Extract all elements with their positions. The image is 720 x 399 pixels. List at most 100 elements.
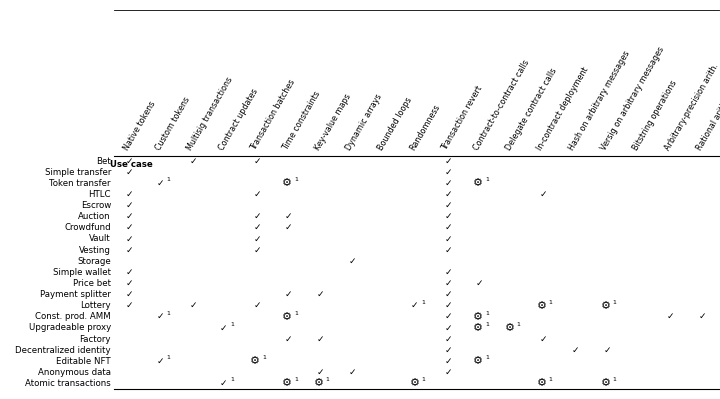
Text: ✓: ✓ [444, 212, 451, 221]
Text: ✓: ✓ [444, 268, 451, 277]
Text: 1: 1 [421, 377, 425, 382]
Text: Simple wallet: Simple wallet [53, 268, 111, 277]
Text: ⚙: ⚙ [537, 301, 547, 311]
Text: ✓: ✓ [444, 201, 451, 210]
Text: 1: 1 [421, 300, 425, 304]
Text: ✓: ✓ [126, 301, 133, 310]
Text: Crowdfund: Crowdfund [64, 223, 111, 232]
Text: ✓: ✓ [603, 346, 611, 355]
Text: 1: 1 [325, 377, 330, 382]
Text: 1: 1 [485, 355, 489, 360]
Text: Factory: Factory [79, 334, 111, 344]
Text: ✓: ✓ [444, 334, 451, 344]
Text: ✓: ✓ [444, 368, 451, 377]
Text: Vesting: Vesting [79, 246, 111, 255]
Text: ✓: ✓ [285, 212, 292, 221]
Text: Arbitrary-precision arith.: Arbitrary-precision arith. [663, 62, 720, 152]
Text: ✓: ✓ [253, 301, 261, 310]
Text: ⚙: ⚙ [410, 379, 420, 389]
Text: ✓: ✓ [348, 368, 356, 377]
Text: 1: 1 [166, 355, 171, 360]
Text: ✓: ✓ [411, 301, 418, 310]
Text: Escrow: Escrow [81, 201, 111, 210]
Text: ✓: ✓ [126, 168, 133, 177]
Text: ✓: ✓ [220, 379, 228, 388]
Text: ✓: ✓ [253, 157, 261, 166]
Text: ✓: ✓ [126, 190, 133, 199]
Text: ✓: ✓ [540, 334, 547, 344]
Text: ⚙: ⚙ [473, 356, 483, 366]
Text: ⚙: ⚙ [473, 178, 483, 188]
Text: 1: 1 [166, 311, 171, 316]
Text: ✓: ✓ [189, 301, 197, 310]
Text: Auction: Auction [78, 212, 111, 221]
Text: ✓: ✓ [253, 246, 261, 255]
Text: ✓: ✓ [540, 190, 547, 199]
Text: ✓: ✓ [667, 312, 675, 321]
Text: 1: 1 [485, 322, 489, 327]
Text: ✓: ✓ [444, 324, 451, 332]
Text: ✓: ✓ [285, 223, 292, 232]
Text: Transaction revert: Transaction revert [440, 85, 485, 152]
Text: ✓: ✓ [253, 223, 261, 232]
Text: Transaction batches: Transaction batches [249, 78, 297, 152]
Text: 1: 1 [262, 355, 266, 360]
Text: ✓: ✓ [444, 357, 451, 366]
Text: 1: 1 [485, 311, 489, 316]
Text: Contract-to-contract calls: Contract-to-contract calls [472, 59, 531, 152]
Text: ✓: ✓ [317, 290, 325, 299]
Text: Simple transfer: Simple transfer [45, 168, 111, 177]
Text: 1: 1 [485, 177, 489, 182]
Text: Delegate contract calls: Delegate contract calls [504, 67, 558, 152]
Text: 1: 1 [294, 311, 298, 316]
Text: ⚙: ⚙ [600, 379, 611, 389]
Text: ✓: ✓ [444, 246, 451, 255]
Text: ✓: ✓ [317, 368, 325, 377]
Text: ✓: ✓ [253, 212, 261, 221]
Text: Vault: Vault [89, 235, 111, 243]
Text: ✓: ✓ [444, 346, 451, 355]
Text: Token transfer: Token transfer [50, 179, 111, 188]
Text: ✓: ✓ [156, 312, 163, 321]
Text: ✓: ✓ [444, 301, 451, 310]
Text: Dynamic arrays: Dynamic arrays [345, 93, 384, 152]
Text: Contract updates: Contract updates [217, 87, 260, 152]
Text: Bet: Bet [96, 157, 111, 166]
Text: Upgradeable proxy: Upgradeable proxy [29, 324, 111, 332]
Text: Rational arith.: Rational arith. [695, 99, 720, 152]
Text: ⚙: ⚙ [251, 356, 261, 366]
Text: ✓: ✓ [126, 246, 133, 255]
Text: ✓: ✓ [317, 334, 325, 344]
Text: Key-value maps: Key-value maps [313, 93, 353, 152]
Text: ✓: ✓ [126, 157, 133, 166]
Text: 1: 1 [294, 377, 298, 382]
Text: 1: 1 [612, 377, 616, 382]
Text: ✓: ✓ [444, 279, 451, 288]
Text: Const. prod. AMM: Const. prod. AMM [35, 312, 111, 321]
Text: 1: 1 [294, 177, 298, 182]
Text: ✓: ✓ [699, 312, 706, 321]
Text: 1: 1 [517, 322, 521, 327]
Text: 1: 1 [612, 300, 616, 304]
Text: ✓: ✓ [126, 279, 133, 288]
Text: ✓: ✓ [126, 268, 133, 277]
Text: 1: 1 [549, 300, 552, 304]
Text: Atomic transactions: Atomic transactions [25, 379, 111, 388]
Text: In-contract deployment: In-contract deployment [536, 66, 591, 152]
Text: Use case: Use case [110, 160, 153, 170]
Text: Bitstring operations: Bitstring operations [631, 79, 679, 152]
Text: Randomness: Randomness [408, 103, 442, 152]
Text: ✓: ✓ [285, 290, 292, 299]
Text: ✓: ✓ [126, 290, 133, 299]
Text: ⚙: ⚙ [282, 379, 292, 389]
Text: ⚙: ⚙ [600, 301, 611, 311]
Text: ✓: ✓ [253, 235, 261, 243]
Text: ✓: ✓ [444, 312, 451, 321]
Text: Hash on arbitrary messages: Hash on arbitrary messages [567, 50, 632, 152]
Text: Time constraints: Time constraints [281, 90, 323, 152]
Text: ⚙: ⚙ [505, 323, 515, 333]
Text: ✓: ✓ [444, 157, 451, 166]
Text: 1: 1 [166, 177, 171, 182]
Text: ✓: ✓ [348, 257, 356, 266]
Text: Payment splitter: Payment splitter [40, 290, 111, 299]
